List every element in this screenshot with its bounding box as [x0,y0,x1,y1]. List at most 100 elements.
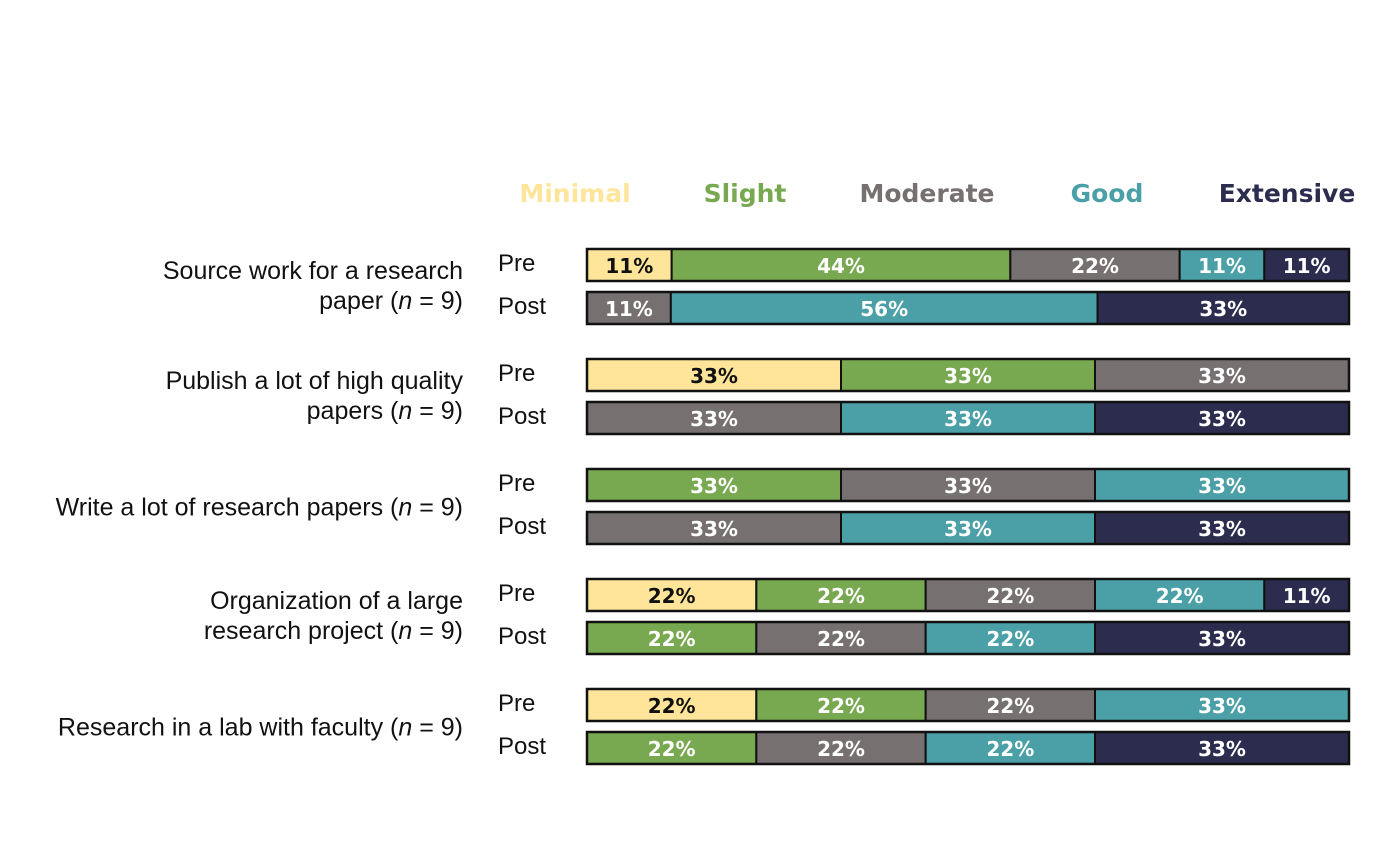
item-label-n-value: = 9) [412,714,463,742]
legend-moderate: Moderate [859,179,994,208]
item-group: Write a lot of research papers (n = 9) Pr… [56,467,1351,546]
item-label-text: Write a lot of research papers ( [56,494,399,522]
bar-outline [585,467,1351,503]
data-label: 22% [986,627,1034,651]
data-label: 33% [944,364,992,388]
bar-segment-good [924,621,1097,655]
data-label: 56% [860,297,908,321]
item-label-n-symbol: n [398,397,412,425]
bar-segment-extensive [1094,511,1350,545]
period-label-pre: Pre [498,470,535,497]
item-label-text: papers ( [307,397,399,425]
item-label-line2: research project (n = 9) [204,617,463,645]
data-label: 22% [986,737,1034,761]
item-label-line1: Source work for a research [163,257,463,285]
data-label: 22% [648,694,696,718]
data-label: 33% [944,517,992,541]
bar-segment-slight [755,688,927,722]
period-label-post: Post [498,403,546,430]
data-label: 22% [817,694,865,718]
item-label-n-symbol: n [398,617,412,645]
item-label-text: paper ( [319,287,399,315]
data-label: 33% [1198,364,1246,388]
bar-outline [585,400,1351,436]
period-label-pre: Pre [498,580,535,607]
data-label: 22% [648,584,696,608]
data-label: 22% [817,627,865,651]
legend-minimal: Minimal [519,179,630,208]
item-label-line2: paper (n = 9) [319,287,463,315]
data-label: 33% [944,407,992,431]
bar-outline [585,510,1351,546]
bar-outline [585,247,1351,283]
data-label: 11% [1283,584,1331,608]
data-label: 22% [986,584,1034,608]
data-label: 33% [1198,474,1246,498]
data-label: 33% [1198,517,1246,541]
bar-outline [585,357,1351,393]
data-label: 11% [605,297,653,321]
legend: Minimal Slight Moderate Good Extensive [519,179,1355,208]
legend-slight: Slight [704,179,787,208]
data-label: 33% [1199,297,1247,321]
period-label-pre: Pre [498,250,535,277]
data-label: 33% [1198,737,1246,761]
data-label: 33% [690,364,738,388]
item-label-n-symbol: n [398,714,412,742]
data-label: 33% [944,474,992,498]
bar-segment-extensive [1096,291,1351,325]
item-label-n-symbol: n [398,287,412,315]
data-label: 11% [1198,254,1246,278]
item-label-text: research project ( [204,617,399,645]
item-label-line2: Write a lot of research papers (n = 9) [56,494,463,522]
bar-outline [585,687,1351,723]
data-label: 33% [690,474,738,498]
period-label-post: Post [498,293,546,320]
period-label-post: Post [498,733,546,760]
period-label-pre: Pre [498,690,535,717]
data-label: 22% [817,737,865,761]
data-label: 44% [817,254,865,278]
data-label: 33% [690,517,738,541]
bar-outline [585,577,1351,613]
period-label-post: Post [498,513,546,540]
data-label: 33% [690,407,738,431]
data-label: 11% [605,254,653,278]
item-label-n-symbol: n [398,494,412,522]
data-label: 22% [1071,254,1119,278]
bar-segment-moderate [924,578,1097,612]
item-group: Research in a lab with faculty (n = 9) Pr… [58,687,1351,766]
item-label-line2: papers (n = 9) [307,397,463,425]
period-label-pre: Pre [498,360,535,387]
bar-segment-good [1094,468,1350,502]
item-label-text: Research in a lab with faculty ( [58,714,399,742]
data-label: 22% [1156,584,1204,608]
item-label-n-value: = 9) [412,617,463,645]
bar-outline [585,290,1351,326]
bar-outline [585,620,1351,656]
bar-outline [585,730,1351,766]
item-label-n-value: = 9) [412,287,463,315]
legend-extensive: Extensive [1219,179,1356,208]
item-label-line2: Research in a lab with faculty (n = 9) [58,714,463,742]
item-label-n-value: = 9) [412,397,463,425]
data-label: 33% [1198,407,1246,431]
data-label: 33% [1198,694,1246,718]
data-label: 11% [1283,254,1331,278]
bar-segment-good [669,291,1099,325]
item-label-n-value: = 9) [412,494,463,522]
bar-segment-extensive [1094,621,1350,655]
bar-segment-extensive [1094,731,1350,765]
data-label: 22% [986,694,1034,718]
legend-good: Good [1071,179,1144,208]
period-label-post: Post [498,623,546,650]
data-label: 22% [648,737,696,761]
item-label-line1: Publish a lot of high quality [166,367,464,395]
item-label-line1: Organization of a large [210,587,463,615]
data-label: 22% [817,584,865,608]
